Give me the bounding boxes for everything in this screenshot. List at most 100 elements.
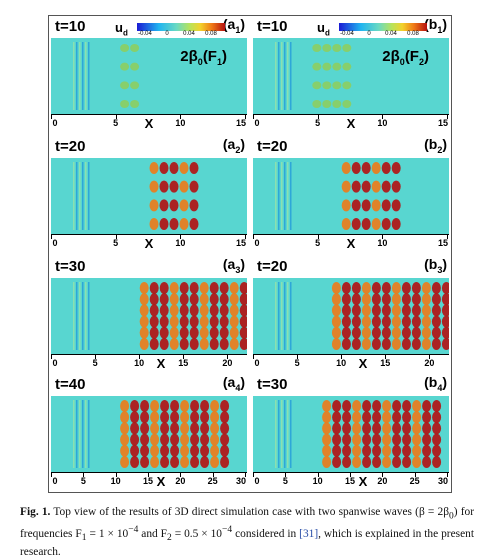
vortex-structure xyxy=(361,338,371,350)
vortex-structure xyxy=(149,304,159,317)
vortex-structure xyxy=(159,338,169,350)
vortex-structure xyxy=(179,218,189,230)
panel-a3: t=30 (a3) 0 5 10 15 20 X xyxy=(49,256,249,371)
annotation-part: 1 xyxy=(216,57,222,67)
vortex-structure xyxy=(190,411,200,424)
vortex-structure xyxy=(322,81,332,90)
vortex-structure xyxy=(150,444,160,457)
vortex-structure xyxy=(200,433,210,446)
panel-label: (b2) xyxy=(424,136,447,155)
vortex-structure xyxy=(179,315,189,328)
time-label: t=20 xyxy=(55,138,86,155)
vortex-structure xyxy=(220,433,230,446)
x-tick-label: 10 xyxy=(110,476,121,486)
vortex-structure xyxy=(391,293,401,306)
vortex-structure xyxy=(149,326,159,339)
panel-label-text: (a xyxy=(222,136,236,152)
panel-label-text: (b xyxy=(424,136,438,152)
vortex-structure xyxy=(160,444,170,457)
annotation-part: 2β xyxy=(180,48,198,65)
vortex-structure xyxy=(341,326,351,339)
vortex-structure xyxy=(371,293,381,306)
vortex-structure xyxy=(391,218,401,230)
vortex-structure xyxy=(342,44,352,52)
vortex-structure xyxy=(352,456,362,468)
x-tick-label: 0 xyxy=(52,238,58,248)
vortex-structure xyxy=(120,100,130,108)
vortex-structure xyxy=(392,411,402,424)
vortex-structure xyxy=(391,338,401,350)
x-axis: 0 5 10 15 20 X xyxy=(51,354,247,371)
inlet-streak xyxy=(281,162,283,230)
vortex-structure xyxy=(199,315,209,328)
x-axis-label: X xyxy=(346,236,356,251)
panel-a1: t=10 (a1) ud -0.04 0 0.04 0.08 2β0(F1) 0 5 10 15 X xyxy=(49,16,249,131)
vortex-structure xyxy=(120,62,130,71)
inlet-streak xyxy=(85,400,87,468)
inlet-streak xyxy=(278,282,280,350)
vortex-structure xyxy=(189,315,199,328)
inlet-streak xyxy=(76,42,78,110)
vortex-structure xyxy=(160,422,170,435)
vortex-structure xyxy=(382,444,392,457)
vortex-structure xyxy=(239,326,247,339)
vortex-structure xyxy=(150,422,160,435)
vortex-structure xyxy=(381,304,391,317)
vortex-structure xyxy=(189,304,199,317)
vortex-structure xyxy=(322,422,332,435)
x-tick xyxy=(245,115,246,119)
vortex-structure xyxy=(422,444,432,457)
vortex-structure xyxy=(149,293,159,306)
vortex-structure xyxy=(411,338,421,350)
x-tick-label: 20 xyxy=(424,358,435,368)
vortex-structure xyxy=(229,304,239,317)
vortex-structure xyxy=(190,433,200,446)
vortex-structure xyxy=(352,422,362,435)
inlet-streak xyxy=(76,282,78,350)
field-background xyxy=(51,158,247,234)
inlet-streak xyxy=(275,400,277,468)
vortex-structure xyxy=(332,422,342,435)
reference-link[interactable]: [31] xyxy=(299,528,319,541)
panel-label-text: (b xyxy=(424,16,438,32)
inlet-streak xyxy=(287,42,289,110)
vortex-structure xyxy=(412,456,422,468)
x-tick-label: 15 xyxy=(344,476,356,486)
vortex-structure xyxy=(431,315,441,328)
inlet-streak xyxy=(290,42,292,110)
vortex-structure xyxy=(381,315,391,328)
vortex-structure xyxy=(352,444,362,457)
vortex-structure xyxy=(332,44,342,52)
vortex-structure xyxy=(169,338,179,350)
velocity-field-plot xyxy=(51,278,247,354)
inlet-streak xyxy=(73,400,75,468)
vortex-structure xyxy=(180,422,190,435)
inlet-streak xyxy=(290,282,292,350)
vortex-structure xyxy=(341,180,351,193)
colorbar xyxy=(137,23,225,31)
vortex-structure xyxy=(412,422,422,435)
vortex-structure xyxy=(169,180,179,193)
vortex-structure xyxy=(331,282,341,294)
vortex-structure xyxy=(351,293,361,306)
x-tick xyxy=(253,473,254,477)
vortex-structure xyxy=(432,422,442,435)
vortex-structure xyxy=(190,456,200,468)
vortex-structure xyxy=(421,293,431,306)
inlet-streak xyxy=(287,400,289,468)
vortex-structure xyxy=(200,444,210,457)
x-tick xyxy=(297,355,299,359)
inlet-streak xyxy=(281,400,283,468)
field-background xyxy=(253,38,449,114)
vortex-structure xyxy=(239,293,247,306)
vortex-structure xyxy=(332,62,342,71)
panel-label: (b1) xyxy=(424,16,447,35)
velocity-field-plot xyxy=(253,158,449,234)
x-tick xyxy=(51,115,52,119)
colorbar-tick-label: 0.04 xyxy=(183,31,195,37)
vortex-structure xyxy=(351,315,361,328)
colorbar-tick-label: 0.08 xyxy=(205,31,217,37)
vortex-structure xyxy=(382,433,392,446)
x-tick-label: 10 xyxy=(377,118,388,128)
velocity-field-plot xyxy=(51,396,247,472)
